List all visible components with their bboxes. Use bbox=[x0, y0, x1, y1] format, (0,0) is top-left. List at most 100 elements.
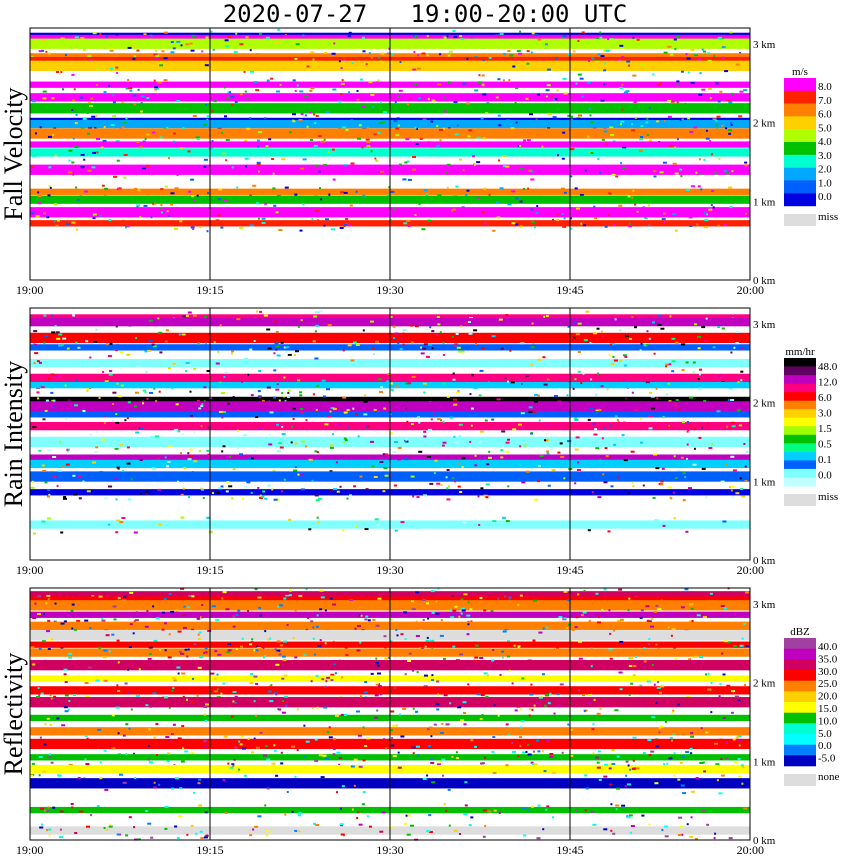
data-cell bbox=[46, 630, 50, 633]
data-cell bbox=[418, 450, 423, 453]
data-cell bbox=[474, 454, 477, 457]
data-cell bbox=[115, 498, 118, 501]
data-cell bbox=[112, 420, 115, 423]
data-cell bbox=[680, 118, 684, 121]
data-cell bbox=[604, 62, 607, 65]
data-cell bbox=[117, 597, 121, 600]
data-cell bbox=[116, 159, 120, 162]
data-cell bbox=[439, 331, 442, 334]
data-cell bbox=[690, 752, 693, 755]
data-cell bbox=[460, 598, 464, 601]
data-cell bbox=[650, 617, 654, 620]
data-cell bbox=[501, 656, 504, 659]
legend-swatch bbox=[784, 434, 816, 444]
data-cell bbox=[718, 695, 721, 698]
data-cell bbox=[570, 62, 573, 64]
data-cell bbox=[400, 521, 405, 524]
data-cell bbox=[398, 89, 403, 92]
data-cell bbox=[547, 484, 551, 487]
data-cell bbox=[64, 710, 69, 713]
data-cell bbox=[174, 825, 178, 828]
data-cell bbox=[420, 352, 425, 355]
data-cell bbox=[90, 97, 94, 100]
legend-missing-label: none bbox=[818, 771, 840, 783]
data-cell bbox=[58, 469, 62, 472]
data-cell bbox=[663, 51, 668, 54]
data-cell bbox=[390, 729, 393, 732]
data-cell bbox=[636, 210, 639, 213]
data-cell bbox=[264, 804, 267, 807]
legend-swatch bbox=[784, 638, 816, 649]
data-cell bbox=[350, 162, 355, 165]
data-cell bbox=[514, 58, 517, 61]
data-cell bbox=[284, 674, 288, 677]
data-cell bbox=[96, 151, 99, 154]
data-cell bbox=[440, 619, 443, 622]
data-cell bbox=[510, 127, 515, 130]
data-cell bbox=[455, 391, 460, 394]
data-cell bbox=[623, 364, 627, 367]
data-cell bbox=[264, 655, 266, 657]
data-cell bbox=[538, 419, 541, 422]
data-cell bbox=[99, 777, 103, 780]
data-cell bbox=[316, 706, 319, 709]
data-cell bbox=[678, 816, 683, 819]
data-cell bbox=[190, 226, 195, 229]
data-cell bbox=[150, 836, 154, 839]
data-cell bbox=[253, 737, 256, 740]
data-cell bbox=[314, 759, 319, 762]
data-cell bbox=[631, 391, 634, 394]
data-cell bbox=[282, 658, 287, 661]
legend-unit: dBZ bbox=[790, 626, 810, 638]
data-cell bbox=[146, 610, 149, 613]
data-cell bbox=[252, 184, 257, 187]
data-cell bbox=[430, 761, 435, 764]
data-cell bbox=[184, 648, 188, 651]
data-cell bbox=[60, 647, 64, 650]
data-cell bbox=[729, 206, 733, 209]
data-cell bbox=[267, 638, 270, 641]
data-cell bbox=[445, 476, 448, 479]
panel-title: Rain Intensity bbox=[0, 361, 28, 508]
data-cell bbox=[546, 805, 550, 808]
data-cell bbox=[656, 83, 661, 86]
data-cell bbox=[674, 341, 679, 344]
data-cell bbox=[740, 764, 744, 767]
data-cell bbox=[44, 409, 48, 412]
data-cell bbox=[365, 63, 368, 66]
data-cell bbox=[132, 44, 136, 47]
data-cell bbox=[519, 30, 522, 33]
data-cell bbox=[73, 628, 77, 631]
data-cell bbox=[66, 347, 70, 350]
data-cell bbox=[593, 205, 596, 208]
data-cell bbox=[445, 340, 448, 343]
data-cell bbox=[103, 126, 106, 128]
data-cell bbox=[117, 753, 121, 755]
data-cell bbox=[611, 173, 616, 176]
data-cell bbox=[164, 456, 167, 459]
data-cell bbox=[177, 630, 182, 633]
data-cell bbox=[671, 739, 673, 742]
data-cell bbox=[283, 376, 286, 379]
data-cell bbox=[51, 331, 56, 334]
data-cell bbox=[319, 187, 321, 190]
data-cell bbox=[149, 391, 153, 394]
data-cell bbox=[653, 683, 656, 686]
data-cell bbox=[700, 613, 704, 616]
data-cell bbox=[609, 783, 613, 786]
data-cell bbox=[726, 684, 731, 687]
data-cell bbox=[205, 103, 208, 106]
data-cell bbox=[730, 399, 735, 401]
data-cell bbox=[366, 145, 371, 147]
data-cell bbox=[31, 480, 34, 483]
data-cell bbox=[578, 657, 583, 660]
data-cell bbox=[415, 591, 419, 594]
data-cell bbox=[509, 54, 514, 57]
data-cell bbox=[609, 126, 614, 129]
data-cell bbox=[661, 322, 664, 325]
data-cell bbox=[439, 53, 442, 56]
data-cell bbox=[191, 595, 195, 598]
data-cell bbox=[182, 127, 185, 130]
data-cell bbox=[484, 825, 487, 828]
data-cell bbox=[41, 520, 46, 523]
